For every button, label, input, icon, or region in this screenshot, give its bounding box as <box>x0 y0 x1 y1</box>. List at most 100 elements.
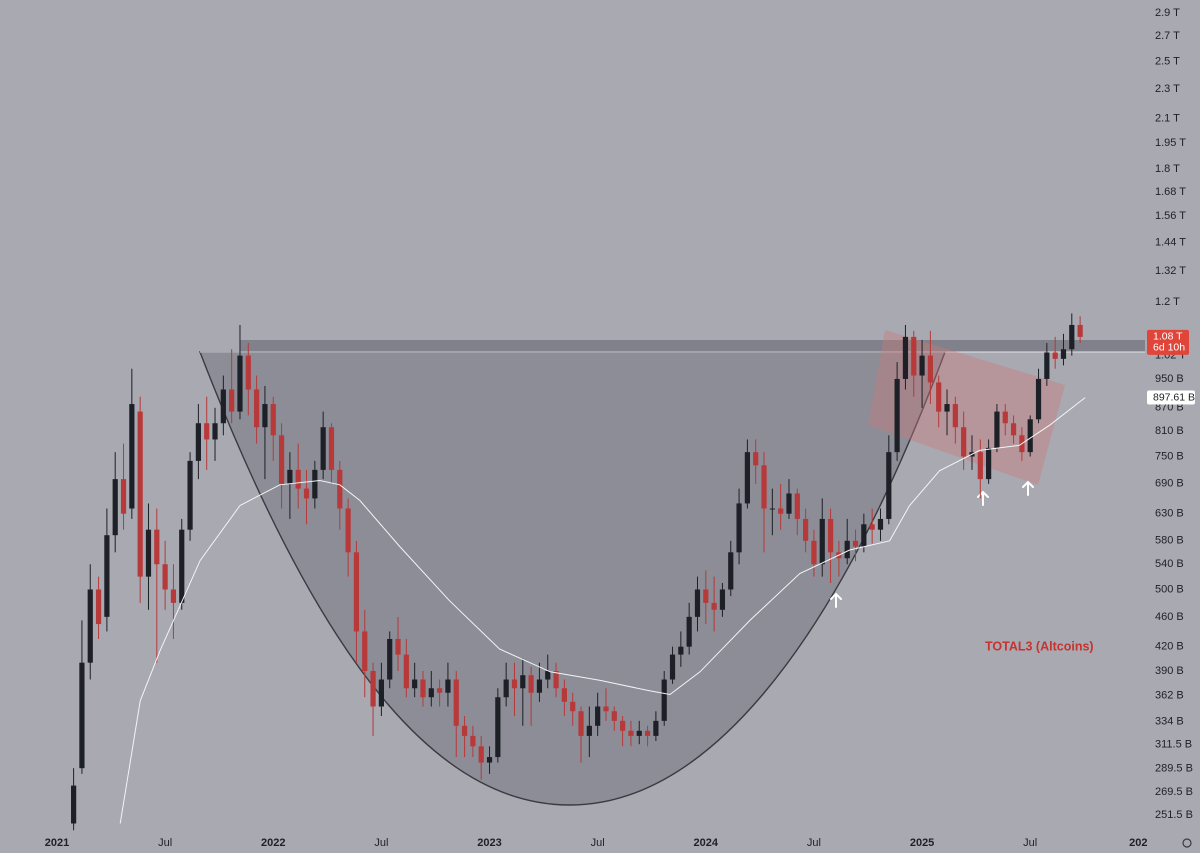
candle-body <box>628 730 634 736</box>
candle-body <box>195 423 201 461</box>
cup-pattern <box>198 351 947 806</box>
candle-body <box>320 427 326 470</box>
x-tick-label: Jul <box>1023 837 1037 849</box>
candle-body <box>902 336 909 379</box>
y-tick-label: 500 B <box>1155 583 1184 595</box>
y-tick-label: 251.5 B <box>1155 809 1193 821</box>
candle-body <box>95 589 102 625</box>
candle-body <box>661 679 667 721</box>
candle-body <box>986 447 992 480</box>
candle-body <box>570 701 576 712</box>
candle-body <box>262 404 268 428</box>
candle-body <box>129 404 135 509</box>
candle-body <box>112 479 118 536</box>
candle-body <box>71 785 77 824</box>
candle-body <box>961 427 967 457</box>
y-tick-label: 870 B <box>1155 402 1184 414</box>
candle-body <box>237 355 243 412</box>
y-tick-label: 690 B <box>1155 478 1184 490</box>
y-tick-label: 269.5 B <box>1155 786 1193 798</box>
x-tick-label: 2023 <box>477 837 501 849</box>
candle-body <box>553 670 559 689</box>
y-tick-label: 2.3 T <box>1155 83 1180 95</box>
candle-body <box>295 469 301 489</box>
marks <box>71 313 1086 831</box>
candle-body <box>644 730 651 736</box>
candle-body <box>711 602 717 610</box>
candle-body <box>1035 378 1042 420</box>
candle-body <box>478 746 484 763</box>
candle-body <box>769 508 775 510</box>
y-tick-label: 2.1 T <box>1155 113 1180 125</box>
x-tick-label: 2024 <box>694 837 719 849</box>
settings-icon[interactable] <box>1182 838 1192 848</box>
candle-body <box>536 679 543 693</box>
y-tick-label: 630 B <box>1155 508 1184 520</box>
candle-body <box>453 679 459 726</box>
y-tick-label: 2.5 T <box>1155 55 1180 67</box>
candle-body <box>162 564 168 590</box>
candle-body <box>761 465 767 509</box>
x-tick-label: Jul <box>591 837 605 849</box>
candle-body <box>819 518 825 565</box>
candle-body <box>412 679 418 689</box>
arrow <box>1022 480 1034 496</box>
candle-body <box>578 711 584 736</box>
candle-body <box>844 540 850 559</box>
y-tick-label: 362 B <box>1155 689 1184 701</box>
candle-body <box>994 411 1000 448</box>
candle-body <box>736 503 742 553</box>
price-tag-label: 1.08 T <box>1153 331 1183 343</box>
candle-body <box>952 404 958 428</box>
y-tick-label: 2.9 T <box>1155 7 1180 19</box>
y-tick-label: 750 B <box>1155 450 1184 462</box>
x-tick-label: 2022 <box>261 837 285 849</box>
price-tag-countdown: 6d 10h <box>1153 342 1185 354</box>
annotation: TOTAL3 (Altcoins) <box>985 639 1094 653</box>
y-tick-label: 1.56 T <box>1155 210 1186 222</box>
y-tick-label: 460 B <box>1155 611 1184 623</box>
candle-body <box>145 529 152 577</box>
candle-body <box>653 720 659 736</box>
ma-tag-label: 897.61 B <box>1153 391 1195 403</box>
candle-body <box>212 423 218 440</box>
candle-body <box>561 688 567 702</box>
price-tag <box>1147 329 1189 355</box>
y-tick-label: 810 B <box>1155 425 1184 437</box>
candle-body <box>595 706 601 726</box>
candle-body <box>678 646 684 655</box>
candle-body <box>287 469 293 484</box>
candle-body <box>187 460 193 530</box>
candle-body <box>1010 423 1017 436</box>
arrows <box>830 480 1034 608</box>
y-tick-label: 311.5 B <box>1155 739 1192 751</box>
y-tick-label: 289.5 B <box>1155 763 1193 775</box>
y-tick-label: 2.7 T <box>1155 30 1180 42</box>
candle-body <box>944 404 950 412</box>
y-tick-label: 580 B <box>1155 535 1184 547</box>
candle-body <box>528 675 534 693</box>
candle-body <box>803 518 809 541</box>
candle-body <box>686 616 692 647</box>
candle-body <box>254 389 260 428</box>
candle-body <box>586 725 592 736</box>
arrow <box>977 490 989 506</box>
candle-body <box>170 589 177 603</box>
candle-body <box>278 435 285 484</box>
y-tick-label: 420 B <box>1155 641 1184 653</box>
arrow <box>830 592 842 608</box>
candle-body <box>1052 352 1058 359</box>
candle-body <box>869 524 875 530</box>
candle-body <box>861 524 867 547</box>
candle-body <box>520 675 526 689</box>
candle-body <box>312 469 318 499</box>
candle-body <box>1060 349 1067 359</box>
candle-body <box>811 540 817 565</box>
resistance-band <box>240 340 1145 352</box>
candle-body <box>220 389 226 424</box>
candle-body <box>786 493 792 514</box>
candle-body <box>877 518 884 530</box>
candle-body <box>245 355 251 390</box>
candle-body <box>1002 411 1008 424</box>
